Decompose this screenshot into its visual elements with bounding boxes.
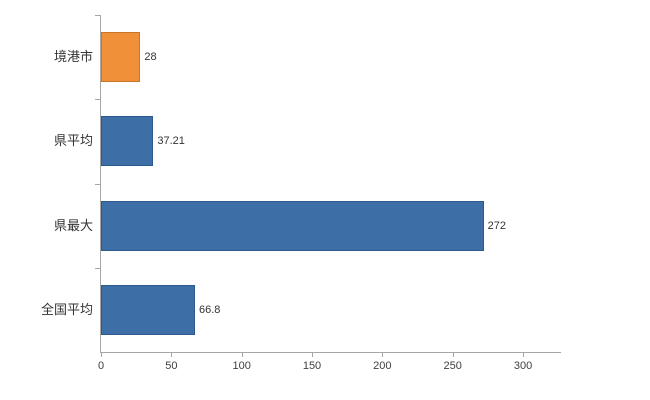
value-label: 37.21	[157, 135, 185, 148]
category-label: 県最大	[53, 217, 93, 233]
category-label: 全国平均	[40, 301, 93, 317]
x-axis-tick-label: 200	[373, 360, 392, 372]
bar-全国平均	[101, 284, 195, 335]
category-label: 境港市	[53, 49, 93, 65]
x-axis-tick	[101, 352, 102, 357]
x-axis-tick	[312, 352, 313, 357]
y-axis-tick	[95, 267, 100, 269]
x-axis-tick-label: 50	[165, 360, 178, 372]
x-axis-tick	[241, 352, 243, 357]
y-axis-tick	[95, 183, 100, 185]
value-label: 66.8	[198, 303, 221, 316]
y-axis-tick	[95, 99, 100, 101]
x-axis-tick-label: 250	[443, 360, 462, 372]
x-axis-tick-label: 0	[97, 360, 105, 372]
plot-area: 28 境港市 37.21 県平均 272 県最大 66.8 全国平均 0 50 100 150 200 2…	[41, 15, 561, 372]
x-axis-tick	[382, 352, 384, 357]
category-label: 県平均	[53, 133, 93, 149]
y-axis-tick	[95, 15, 100, 16]
bar-県平均	[101, 116, 154, 167]
x-axis-tick-label: 300	[513, 360, 533, 372]
x-axis-tick	[452, 352, 454, 357]
x-axis-tick	[523, 352, 525, 357]
value-label: 272	[487, 219, 506, 232]
value-label: 28	[144, 51, 157, 64]
bar-境港市	[101, 32, 141, 83]
x-axis-tick-label: 150	[302, 360, 322, 372]
x-axis-tick	[171, 352, 173, 357]
x-axis-tick-label: 100	[232, 360, 251, 372]
bar-県最大	[101, 200, 484, 251]
